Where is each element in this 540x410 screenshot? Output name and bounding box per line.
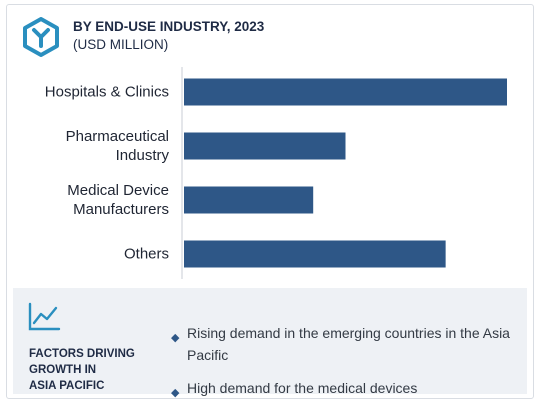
factors-heading-line: ASIA PACIFIC xyxy=(29,380,105,392)
category-tick-label: Medical Device xyxy=(67,182,169,199)
hexagon-y-logo-icon xyxy=(23,17,59,57)
factor-item: ◆ High demand for the medical devices xyxy=(171,377,521,399)
chart-card: BY END-USE INDUSTRY, 2023 (USD MILLION) … xyxy=(6,4,534,399)
factor-text: High demand for the medical devices xyxy=(187,380,418,396)
factors-panel: FACTORS DRIVING GROWTH IN ASIA PACIFIC ◆… xyxy=(13,288,527,399)
bar xyxy=(184,132,346,160)
bar xyxy=(184,240,446,268)
chart-subtitle: (USD MILLION) xyxy=(73,37,169,52)
bar xyxy=(184,186,314,214)
diamond-bullet-icon: ◆ xyxy=(171,387,180,399)
factor-text: Rising demand in the emerging countries … xyxy=(187,325,510,363)
category-tick-label: Hospitals & Clinics xyxy=(45,84,169,101)
bar xyxy=(184,78,507,106)
bar-chart: Hospitals & Clinics Pharmaceutical Industr… xyxy=(45,67,507,279)
trend-chart-icon xyxy=(28,302,61,331)
factors-heading-line: FACTORS DRIVING xyxy=(29,348,135,360)
diamond-bullet-icon: ◆ xyxy=(171,332,180,344)
category-tick-label: Others xyxy=(124,246,169,263)
factors-list: ◆ Rising demand in the emerging countrie… xyxy=(171,322,521,410)
category-tick-label: Pharmaceutical xyxy=(66,128,169,145)
category-tick-label: Manufacturers xyxy=(73,201,169,218)
chart-title: BY END-USE INDUSTRY, 2023 xyxy=(73,19,265,34)
factor-item: ◆ Rising demand in the emerging countrie… xyxy=(171,322,521,366)
category-tick-label: Industry xyxy=(116,147,170,164)
factors-heading-line: GROWTH IN xyxy=(29,364,97,376)
factors-heading: FACTORS DRIVING GROWTH IN ASIA PACIFIC xyxy=(29,346,159,394)
